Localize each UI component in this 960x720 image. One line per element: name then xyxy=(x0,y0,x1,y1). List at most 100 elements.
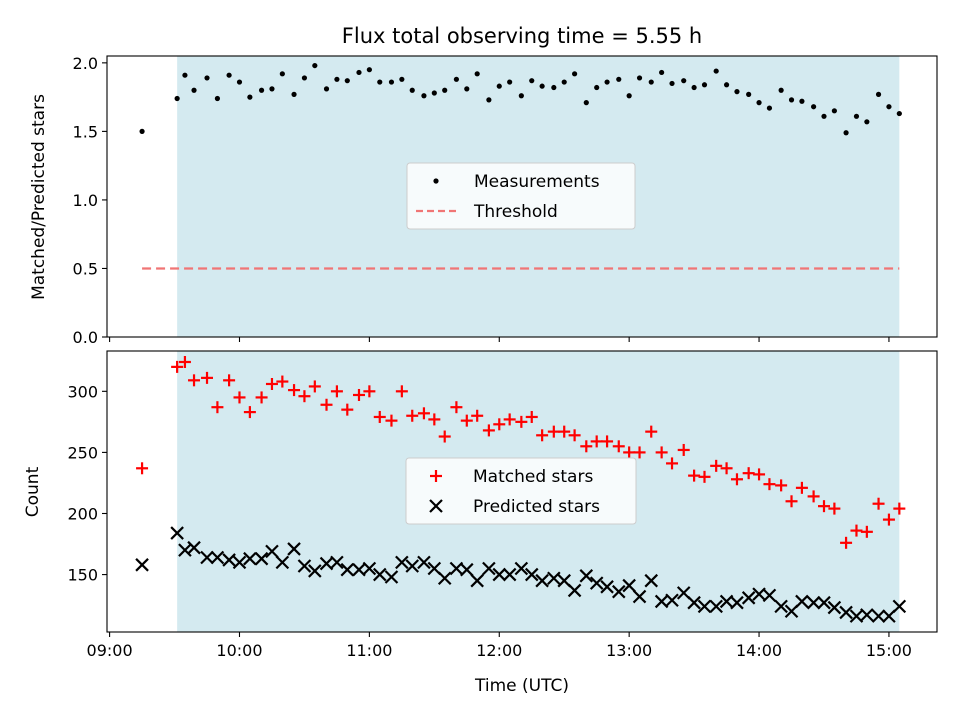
measurement-point xyxy=(561,79,567,85)
matched-star-point xyxy=(536,429,549,442)
measurement-point xyxy=(139,128,145,134)
plot-frame-bottom xyxy=(106,350,938,633)
measurement-point xyxy=(788,97,795,103)
measurement-point xyxy=(334,76,340,82)
measurement-point xyxy=(734,89,740,95)
y-tick-label: 150 xyxy=(67,566,98,585)
matched-star-point xyxy=(817,500,830,513)
measurement-point xyxy=(626,93,632,99)
matched-star-point xyxy=(515,415,528,428)
matched-star-point xyxy=(201,371,214,384)
measurement-point xyxy=(453,76,460,82)
predicted-star-point xyxy=(665,593,679,608)
matched-star-point xyxy=(460,414,473,427)
measurement-points xyxy=(139,62,902,136)
count-panel: 150 200 250 300 09:00 10:00 11:00 12:00 13:00 14… xyxy=(23,350,938,696)
matched-star-point xyxy=(720,462,733,475)
predicted-star-point xyxy=(806,595,821,610)
matched-star-point xyxy=(666,457,679,470)
matched-star-point xyxy=(330,385,343,398)
measurement-point xyxy=(474,71,480,77)
predicted-star-point xyxy=(437,571,452,586)
matched-star-point xyxy=(178,355,191,368)
legend-label-matched: Matched stars xyxy=(473,467,593,487)
predicted-star-point xyxy=(709,599,723,614)
predicted-star-point xyxy=(243,551,257,566)
matched-star-point xyxy=(807,490,820,503)
predicted-star-point xyxy=(170,526,184,540)
y-tick-label: 250 xyxy=(67,443,98,462)
matched-star-point xyxy=(795,481,808,494)
matched-star-point xyxy=(655,446,668,459)
predicted-star-point xyxy=(795,594,809,609)
measurement-point xyxy=(366,67,372,73)
predicted-star-point xyxy=(676,586,691,600)
measurement-point xyxy=(713,68,719,74)
measurement-point xyxy=(496,83,502,89)
matched-star-point xyxy=(860,525,873,538)
predicted-star-point xyxy=(200,550,214,565)
predicted-star-point xyxy=(254,551,269,566)
measurement-point xyxy=(853,113,860,119)
predicted-star-point xyxy=(622,578,636,593)
measurement-point xyxy=(864,119,870,125)
matched-star-point xyxy=(840,536,853,549)
legend-bottom: Matched stars Predicted stars xyxy=(405,457,637,525)
predicted-star-point xyxy=(417,555,431,570)
matched-star-point xyxy=(417,407,430,420)
x-tick-label: 11:00 xyxy=(346,641,392,660)
predicted-star-point xyxy=(567,583,582,598)
matched-star-point xyxy=(525,410,538,423)
measurement-point xyxy=(875,91,882,97)
matched-star-point xyxy=(320,398,333,411)
plot-frame-top xyxy=(106,55,938,338)
matched-star-point xyxy=(288,384,301,397)
matched-star-point xyxy=(828,502,841,515)
matched-star-point xyxy=(276,375,289,388)
predicted-star-point xyxy=(502,567,517,582)
measurement-point xyxy=(831,108,837,114)
matched-star-point xyxy=(580,440,593,453)
matched-star-point xyxy=(136,462,149,475)
measurement-point xyxy=(583,100,589,106)
measurement-point xyxy=(778,87,784,93)
matched-star-point xyxy=(785,495,798,508)
measurement-point xyxy=(236,79,243,85)
matched-star-point xyxy=(590,435,603,448)
matched-star-point xyxy=(233,391,246,404)
matched-star-point xyxy=(633,446,646,459)
predicted-star-point xyxy=(839,605,853,620)
predicted-star-point xyxy=(687,595,701,610)
predicted-star-point xyxy=(362,561,377,576)
x-axis-label: Time (UTC) xyxy=(474,676,569,696)
predicted-star-point xyxy=(492,567,507,582)
measurement-point xyxy=(799,98,805,104)
matched-star-point xyxy=(601,435,614,448)
predicted-star-point xyxy=(330,555,344,570)
predicted-star-point xyxy=(730,595,744,610)
measurement-point xyxy=(572,71,578,77)
x-tick-label: 13:00 xyxy=(606,641,652,660)
matched-star-point xyxy=(438,430,451,443)
predicted-star-point xyxy=(827,600,842,615)
measurement-point xyxy=(648,79,654,85)
measurement-point xyxy=(312,62,318,69)
legend-marker-measurements xyxy=(433,178,439,184)
matched-star-point xyxy=(255,391,268,404)
measurement-point xyxy=(616,76,622,82)
measurement-point xyxy=(681,78,687,84)
y-tick-label: 300 xyxy=(67,382,98,401)
predicted-star-point xyxy=(784,604,799,619)
predicted-star-point xyxy=(547,571,561,586)
measurement-point xyxy=(756,100,762,106)
matched-star-point xyxy=(223,374,236,387)
matched-stars-points xyxy=(136,355,906,549)
matched-star-point xyxy=(547,425,560,438)
matched-star-point xyxy=(503,413,516,426)
predicted-star-point xyxy=(287,542,301,556)
predicted-star-point xyxy=(535,573,549,588)
matched-star-point xyxy=(730,473,743,486)
legend-label-threshold: Threshold xyxy=(473,202,558,222)
x-tick-label: 14:00 xyxy=(736,641,782,660)
